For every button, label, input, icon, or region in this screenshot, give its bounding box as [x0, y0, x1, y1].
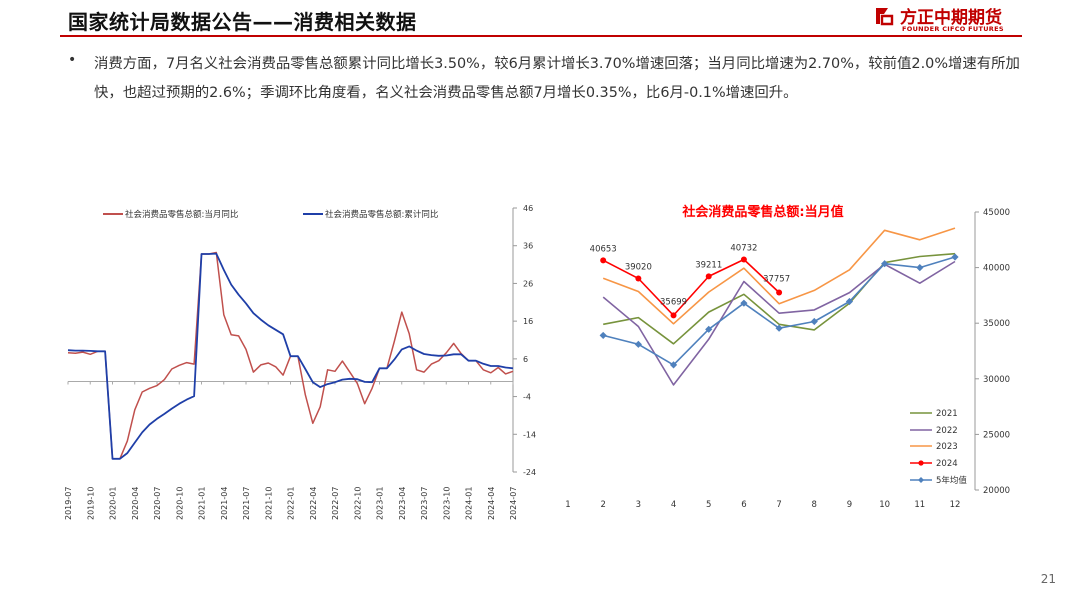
company-logo: 方正中期期货 FOUNDER CIFCO FUTURES [870, 3, 1030, 35]
data-label-2024: 39211 [695, 260, 722, 270]
data-point-2024 [600, 257, 607, 264]
series-line-cumulative-yoy [67, 252, 514, 460]
x-tick-label: 2019-07 [64, 487, 73, 520]
x-tick-label: 2019-10 [86, 487, 95, 520]
retail-sales-monthly-chart: 社会消费品零售总额:当月值 45000 40000 35000 30000 25000 20… [565, 204, 1010, 510]
legend-marker [918, 460, 924, 466]
x-tick-label: 12 [950, 500, 961, 510]
legend-label: 5年均值 [936, 475, 967, 486]
x-tick-label: 5 [706, 500, 711, 510]
y-tick-label: 35000 [983, 319, 1010, 329]
data-point-5yr-avg [599, 331, 607, 340]
data-point-2024 [740, 256, 747, 263]
data-point-5yr-avg [634, 340, 642, 348]
y-tick-label: 30000 [983, 375, 1010, 385]
data-point-2024 [635, 275, 642, 282]
y-tick-label: -24 [523, 468, 536, 477]
x-tick-label: 2021-04 [220, 487, 229, 520]
x-tick-label: 7 [776, 500, 781, 510]
x-tick-label: 3 [636, 500, 641, 510]
logo-text-cn: 方正中期期货 [900, 8, 1002, 28]
x-tick-label: 11 [914, 500, 925, 510]
data-point-5yr-avg [881, 260, 889, 268]
y-tick-label: 46 [523, 204, 533, 213]
data-point-5yr-avg [669, 361, 678, 369]
summary-paragraph: 消费方面，7月名义社会消费品零售总额累计同比增长3.50%，较6月累计增长3.7… [94, 56, 1020, 101]
y-tick-label: 16 [523, 317, 533, 326]
data-point-5yr-avg [705, 325, 713, 333]
series-line-2023 [602, 227, 956, 325]
y-tick-label: 26 [523, 279, 533, 288]
x-tick-label: 4 [671, 500, 676, 510]
retail-sales-yoy-chart: 46 36 26 16 6 -4 -14 -24 2019-07 2019-10 2020-01 20… [64, 204, 536, 520]
x-tick-label: 10 [879, 500, 890, 510]
legend-label: 2023 [936, 442, 958, 452]
x-tick-label: 2024-04 [487, 487, 496, 520]
x-tick-label: 2022-04 [309, 487, 318, 520]
header-divider [60, 35, 1022, 37]
x-tick-label: 2021-07 [242, 487, 251, 520]
data-label-2024: 40653 [590, 244, 617, 254]
data-label-2024: 35699 [660, 297, 687, 307]
x-tick-label: 2023-04 [398, 487, 407, 520]
legend-label: 2021 [936, 409, 958, 419]
x-tick-label: 2022-01 [287, 487, 296, 520]
y-tick-label: -14 [523, 430, 536, 439]
data-point-5yr-avg [810, 317, 818, 326]
legend-label: 2022 [936, 426, 958, 436]
y-tick-label: 25000 [983, 430, 1010, 440]
legend-marker [918, 477, 924, 483]
x-tick-label: 2020-01 [109, 487, 118, 520]
data-point-2024 [776, 289, 783, 296]
logo-text-en: FOUNDER CIFCO FUTURES [902, 25, 1004, 33]
legend-label: 社会消费品零售总额:当月同比 [125, 209, 238, 220]
bullet-marker: • [68, 52, 77, 68]
legend-label: 社会消费品零售总额:累计同比 [325, 209, 438, 220]
x-tick-label: 2021-10 [264, 487, 273, 520]
x-tick-label: 2020-07 [153, 487, 162, 520]
y-tick-label: -4 [523, 393, 531, 402]
y-tick-label: 36 [523, 242, 533, 251]
x-tick-label: 2020-10 [175, 487, 184, 520]
data-point-5yr-avg [951, 253, 959, 261]
x-tick-label: 2 [600, 500, 605, 510]
series-line-2022 [602, 260, 956, 386]
x-tick-label: 8 [812, 500, 817, 510]
data-label-2024: 37757 [763, 275, 790, 285]
data-point-2024 [670, 312, 677, 319]
chart-title: 社会消费品零售总额:当月值 [681, 204, 843, 220]
data-point-2024 [705, 273, 712, 280]
y-tick-label: 45000 [983, 208, 1010, 218]
data-point-5yr-avg [916, 264, 924, 272]
legend-label: 2024 [936, 459, 958, 469]
data-label-2024: 39020 [625, 262, 652, 272]
y-tick-label: 20000 [983, 486, 1010, 496]
x-tick-label: 1 [565, 500, 570, 510]
x-tick-label: 6 [741, 500, 746, 510]
y-tick-label: 40000 [983, 264, 1010, 274]
x-tick-label: 2024-01 [465, 487, 474, 520]
x-tick-label: 2023-01 [376, 487, 385, 520]
x-tick-label: 9 [847, 500, 852, 510]
data-point-5yr-avg [845, 297, 854, 306]
founder-logo-icon [876, 8, 894, 26]
slide-number: 21 [1040, 572, 1056, 586]
page-title: 国家统计局数据公告——消费相关数据 [68, 10, 417, 34]
x-tick-label: 2022-07 [331, 487, 340, 520]
series-line-2024 [602, 258, 780, 317]
series-line-2021 [603, 252, 956, 345]
x-tick-label: 2022-10 [353, 487, 362, 520]
x-tick-label: 2021-01 [198, 487, 207, 520]
x-tick-label: 2020-04 [131, 487, 140, 520]
data-point-5yr-avg [740, 299, 748, 307]
y-tick-label: 6 [523, 355, 528, 364]
x-tick-label: 2023-07 [420, 487, 429, 520]
data-label-2024: 40732 [730, 243, 757, 253]
x-tick-label: 2024-07 [509, 487, 518, 520]
data-point-5yr-avg [775, 324, 783, 332]
x-tick-label: 2023-10 [442, 487, 451, 520]
